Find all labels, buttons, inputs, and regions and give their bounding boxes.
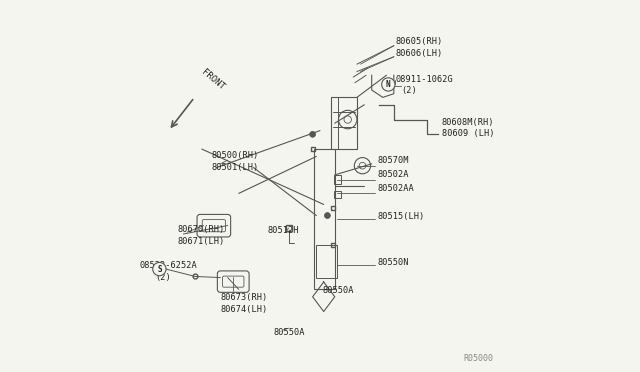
Bar: [316, 245, 337, 278]
Text: 80570M: 80570M: [377, 156, 409, 166]
Text: 80605(RH): 80605(RH): [396, 37, 443, 46]
Text: (2): (2): [401, 86, 417, 95]
Text: 80674(LH): 80674(LH): [220, 305, 268, 314]
Text: 80608M(RH): 80608M(RH): [442, 118, 494, 127]
Text: 80670(RH): 80670(RH): [178, 225, 225, 234]
Bar: [334, 191, 340, 198]
Bar: [334, 175, 340, 184]
Text: 80550N: 80550N: [377, 258, 409, 267]
Text: 08911-1062G: 08911-1062G: [396, 75, 454, 84]
Text: 08533-6252A: 08533-6252A: [139, 261, 197, 270]
Text: 80502A: 80502A: [377, 170, 409, 179]
Bar: [314, 149, 335, 289]
Text: 80500(RH): 80500(RH): [211, 151, 259, 160]
Text: FRONT: FRONT: [200, 68, 227, 92]
Text: 80609 (LH): 80609 (LH): [442, 129, 494, 138]
Text: S: S: [157, 264, 162, 273]
Circle shape: [153, 262, 166, 276]
Text: N: N: [386, 80, 390, 89]
Bar: [331, 97, 357, 149]
Text: 80673(RH): 80673(RH): [220, 293, 268, 302]
Text: 80606(LH): 80606(LH): [396, 49, 443, 58]
Circle shape: [324, 212, 330, 218]
Text: 80550A: 80550A: [274, 328, 305, 337]
Text: 80512H: 80512H: [268, 226, 299, 235]
Text: R05000: R05000: [463, 354, 493, 363]
Text: 80501(LH): 80501(LH): [211, 163, 259, 172]
Text: 80502AA: 80502AA: [377, 185, 414, 193]
Text: 80550A: 80550A: [323, 286, 355, 295]
Circle shape: [381, 78, 395, 91]
Circle shape: [310, 131, 316, 137]
Text: 80515(LH): 80515(LH): [377, 212, 424, 221]
Text: 80671(LH): 80671(LH): [178, 237, 225, 246]
Text: (2): (2): [156, 273, 172, 282]
